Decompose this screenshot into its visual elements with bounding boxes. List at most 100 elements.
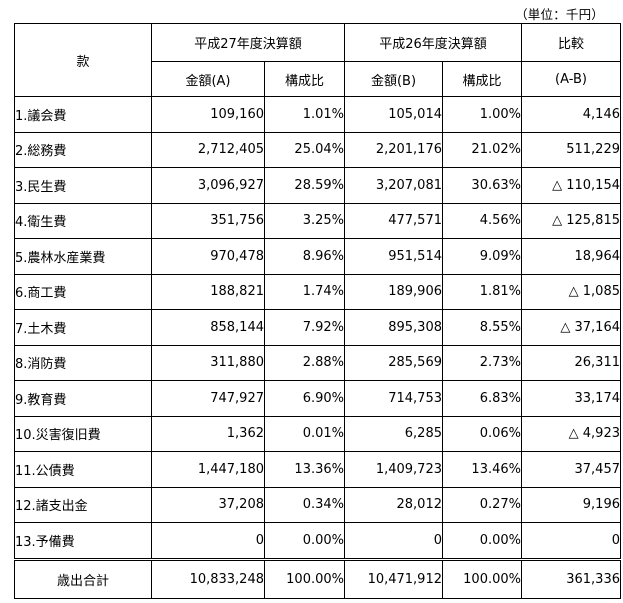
diff: 18,964 [521, 238, 621, 275]
total-ratio-a: 100.00% [264, 557, 345, 599]
item-name: 2.総務費 [14, 131, 152, 168]
header-compare: 比較 [521, 23, 621, 62]
header-fy26: 平成26年度決算額 [344, 23, 522, 62]
header-item: 款 [14, 23, 152, 97]
table-row: 13.予備費 0 0.00% 0 0.00% 0 [14, 522, 621, 560]
unit-note: （単位：千円） [515, 7, 604, 22]
ratio-b: 1.00% [442, 96, 522, 133]
diff: 0 [521, 522, 621, 560]
item-name: 9.教育費 [14, 380, 152, 417]
ratio-b: 2.73% [442, 344, 522, 381]
amount-b: 28,012 [344, 486, 443, 523]
table-row: 7.土木費 858,144 7.92% 895,308 8.55% △ 37,164 [14, 309, 621, 346]
ratio-b: 0.27% [442, 486, 522, 523]
ratio-b: 9.09% [442, 238, 522, 275]
ratio-a: 8.96% [264, 238, 345, 275]
amount-b: 285,569 [344, 344, 443, 381]
diff: △ 37,164 [521, 309, 621, 346]
amount-a: 311,880 [151, 344, 265, 381]
ratio-a: 28.59% [264, 167, 345, 204]
ratio-b: 4.56% [442, 202, 522, 239]
amount-b: 105,014 [344, 96, 443, 133]
ratio-b: 1.81% [442, 273, 522, 310]
ratio-a: 6.90% [264, 380, 345, 417]
total-row: 歳出合計 10,833,248 100.00% 10,471,912 100.00% 36… [14, 557, 621, 599]
ratio-b: 0.00% [442, 522, 522, 560]
total-ratio-b: 100.00% [442, 557, 522, 599]
header-amount-b: 金額(B) [344, 61, 443, 97]
amount-b: 2,201,176 [344, 131, 443, 168]
amount-b: 189,906 [344, 273, 443, 310]
amount-b: 3,207,081 [344, 167, 443, 204]
diff: 511,229 [521, 131, 621, 168]
amount-b: 0 [344, 522, 443, 560]
item-name: 5.農林水産業費 [14, 238, 152, 275]
header-fy27: 平成27年度決算額 [151, 23, 345, 62]
ratio-a: 0.01% [264, 415, 345, 452]
ratio-b: 8.55% [442, 309, 522, 346]
total-item-name: 歳出合計 [14, 557, 152, 599]
ratio-b: 0.06% [442, 415, 522, 452]
header-amount-a: 金額(A) [151, 61, 265, 97]
amount-b: 477,571 [344, 202, 443, 239]
table-row: 10.災害復旧費 1,362 0.01% 6,285 0.06% △ 4,923 [14, 415, 621, 452]
header-row-1: 款 平成27年度決算額 平成26年度決算額 比較 [14, 23, 621, 97]
item-name: 10.災害復旧費 [14, 415, 152, 452]
total-amount-b: 10,471,912 [344, 557, 443, 599]
ratio-b: 13.46% [442, 451, 522, 488]
diff: 33,174 [521, 380, 621, 417]
amount-a: 1,447,180 [151, 451, 265, 488]
amount-b: 895,308 [344, 309, 443, 346]
table-row: 8.消防費 311,880 2.88% 285,569 2.73% 26,311 [14, 344, 621, 381]
ratio-a: 0.34% [264, 486, 345, 523]
ratio-b: 21.02% [442, 131, 522, 168]
amount-a: 1,362 [151, 415, 265, 452]
table-row: 3.民生費 3,096,927 28.59% 3,207,081 30.63% △ 110… [14, 167, 621, 204]
ratio-a: 0.00% [264, 522, 345, 560]
diff: 9,196 [521, 486, 621, 523]
amount-b: 6,285 [344, 415, 443, 452]
header-ratio-b: 構成比 [442, 61, 522, 97]
header-ratio-a: 構成比 [264, 61, 345, 97]
item-name: 1.議会費 [14, 96, 152, 133]
table-row: 1.議会費 109,160 1.01% 105,014 1.00% 4,146 [14, 96, 621, 133]
item-name: 13.予備費 [14, 522, 152, 560]
ratio-b: 6.83% [442, 380, 522, 417]
table-row: 5.農林水産業費 970,478 8.96% 951,514 9.09% 18,964 [14, 238, 621, 275]
table-row: 2.総務費 2,712,405 25.04% 2,201,176 21.02% 511,2… [14, 131, 621, 168]
item-name: 8.消防費 [14, 344, 152, 381]
item-name: 6.商工費 [14, 273, 152, 310]
diff: △ 125,815 [521, 202, 621, 239]
table-row: 4.衛生費 351,756 3.25% 477,571 4.56% △ 125,815 [14, 202, 621, 239]
amount-a: 2,712,405 [151, 131, 265, 168]
diff: 37,457 [521, 451, 621, 488]
table-row: 6.商工費 188,821 1.74% 189,906 1.81% △ 1,085 [14, 273, 621, 310]
table-row: 9.教育費 747,927 6.90% 714,753 6.83% 33,174 [14, 380, 621, 417]
item-name: 4.衛生費 [14, 202, 152, 239]
ratio-a: 13.36% [264, 451, 345, 488]
ratio-a: 25.04% [264, 131, 345, 168]
amount-b: 951,514 [344, 238, 443, 275]
amount-a: 0 [151, 522, 265, 560]
header-diff: (A-B) [521, 61, 621, 97]
diff: △ 1,085 [521, 273, 621, 310]
table-row: 11.公債費 1,447,180 13.36% 1,409,723 13.46% 37,4… [14, 451, 621, 488]
total-amount-a: 10,833,248 [151, 557, 265, 599]
diff: 26,311 [521, 344, 621, 381]
amount-b: 1,409,723 [344, 451, 443, 488]
diff: △ 4,923 [521, 415, 621, 452]
amount-a: 747,927 [151, 380, 265, 417]
ratio-a: 1.01% [264, 96, 345, 133]
ratio-a: 7.92% [264, 309, 345, 346]
header-row-2: 金額(A) 構成比 金額(B) 構成比 (A-B) [15, 61, 621, 97]
amount-a: 351,756 [151, 202, 265, 239]
diff: △ 110,154 [521, 167, 621, 204]
table-row: 12.諸支出金 37,208 0.34% 28,012 0.27% 9,196 [14, 486, 621, 523]
amount-a: 188,821 [151, 273, 265, 310]
ratio-b: 30.63% [442, 167, 522, 204]
amount-b: 714,753 [344, 380, 443, 417]
total-diff: 361,336 [521, 557, 621, 599]
ratio-a: 1.74% [264, 273, 345, 310]
item-name: 7.土木費 [14, 309, 152, 346]
item-name: 11.公債費 [14, 451, 152, 488]
